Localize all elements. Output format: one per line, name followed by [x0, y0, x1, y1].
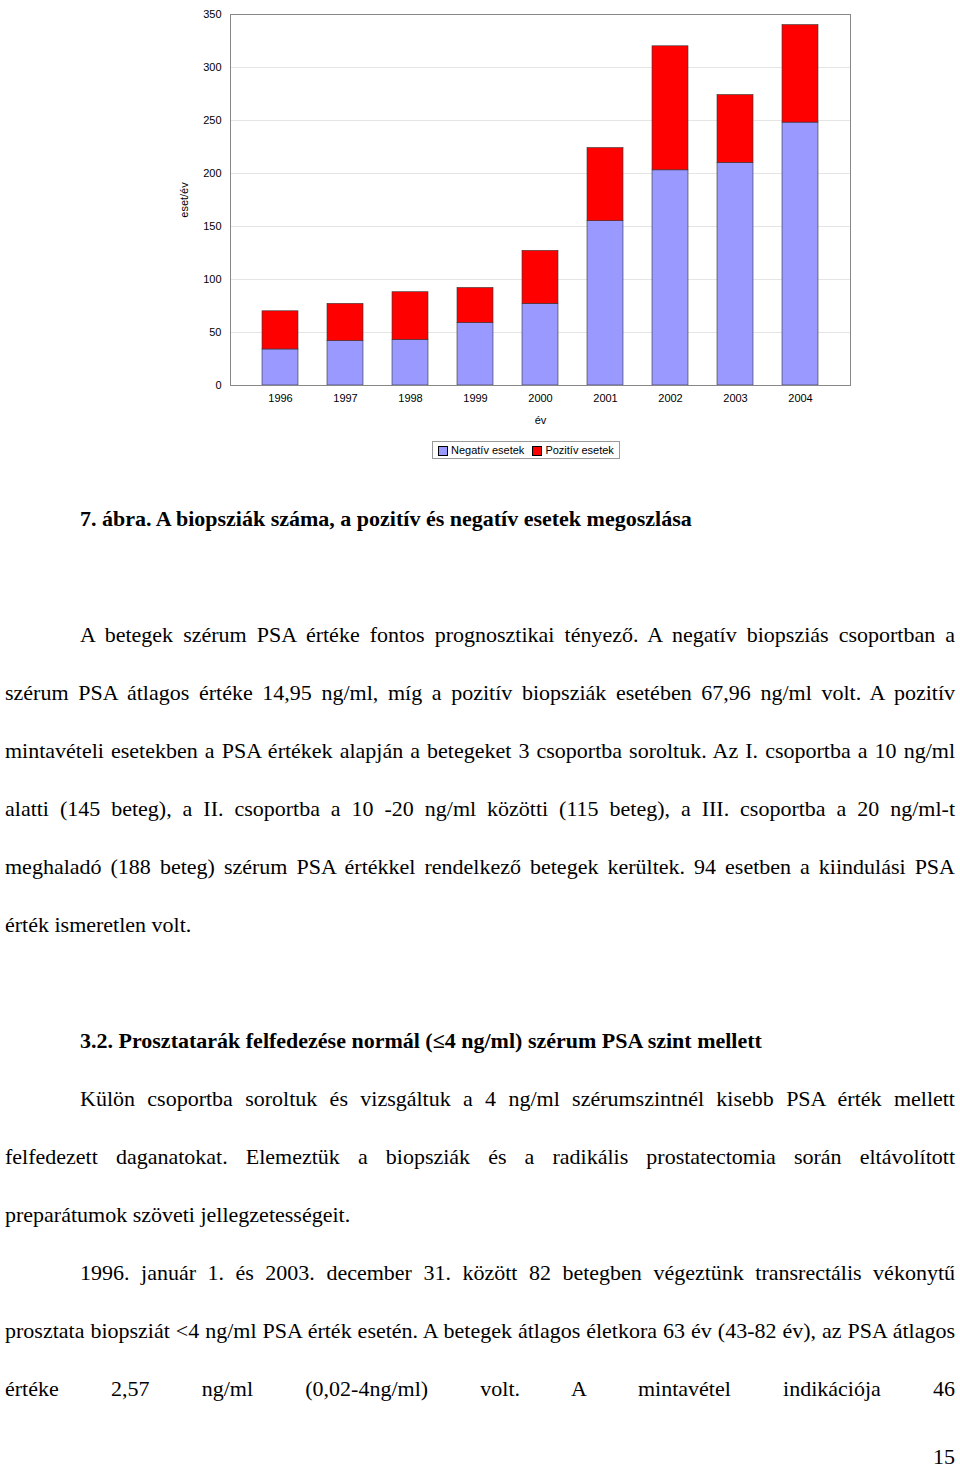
- html-text:7. ábra. A biopsziák száma, a: 7. ábra. A biopsziák száma, a pozitív és…: [80, 506, 692, 531]
- html-text:3.2. Prosztatarák felfedezése: 3.2. Prosztatarák felfedezése normál (≤4…: [80, 1028, 762, 1053]
- svg-text:2003: 2003: [723, 392, 747, 404]
- svg-text:0: 0: [215, 379, 221, 391]
- svg-text:1997: 1997: [333, 392, 357, 404]
- html-text:Külön csoportba soroltuk és vi: Külön csoportba soroltuk és vizsgáltuk a…: [5, 1086, 955, 1227]
- svg-text:1996: 1996: [268, 392, 292, 404]
- html-text:A betegek szérum PSA értéke fo: A betegek szérum PSA értéke fontos progn…: [5, 622, 955, 937]
- svg-text:250: 250: [203, 114, 221, 126]
- svg-text:1999: 1999: [463, 392, 487, 404]
- svg-text:100: 100: [203, 273, 221, 285]
- html-text:1996. január 1. és 2003. decem: 1996. január 1. és 2003. december 31. kö…: [5, 1260, 955, 1401]
- svg-text:50: 50: [209, 326, 221, 338]
- html-text:Pozitív esetek: Pozitív esetek: [545, 444, 614, 456]
- svg-text:2001: 2001: [593, 392, 617, 404]
- html-text:15: 15: [933, 1444, 955, 1469]
- svg-text:300: 300: [203, 61, 221, 73]
- svg-text:350: 350: [203, 8, 221, 20]
- html-text:Negatív esetek: Negatív esetek: [451, 444, 525, 456]
- svg-text:2004: 2004: [788, 392, 812, 404]
- svg-text:200: 200: [203, 167, 221, 179]
- svg-text:2000: 2000: [528, 392, 552, 404]
- svg-text:2002: 2002: [658, 392, 682, 404]
- svg-text:150: 150: [203, 220, 221, 232]
- svg-text:eset/év: eset/év: [178, 182, 190, 218]
- svg-text:1998: 1998: [398, 392, 422, 404]
- svg-text:év: év: [535, 414, 547, 426]
